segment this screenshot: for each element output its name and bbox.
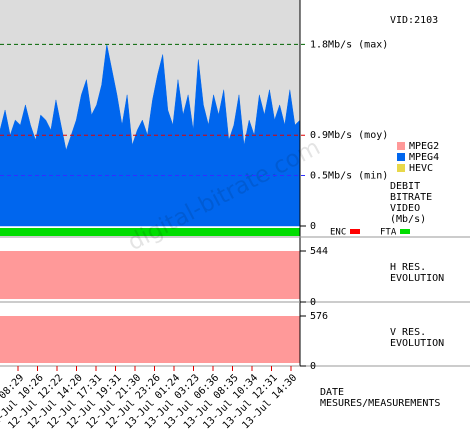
y-tick-label: 544 bbox=[310, 246, 328, 257]
y-tick-label: 576 bbox=[310, 311, 328, 322]
y-tick-label: 0 bbox=[310, 361, 316, 372]
reference-label: 1.8Mb/s (max) bbox=[310, 39, 388, 50]
x-axis-title: DATE bbox=[320, 387, 344, 398]
y-axis-label: VIDEO bbox=[390, 203, 420, 214]
status-label: ENC bbox=[330, 228, 346, 238]
bar bbox=[0, 316, 300, 363]
y-axis-label: DEBIT bbox=[390, 181, 420, 192]
y-axis-label: (Mb/s) bbox=[390, 214, 426, 225]
legend-swatch bbox=[397, 142, 405, 150]
status-swatch bbox=[350, 229, 360, 234]
y-axis-label: V RES. bbox=[390, 327, 426, 338]
y-axis-label: EVOLUTION bbox=[390, 338, 444, 349]
x-axis-title: MESURES/MEASUREMENTS bbox=[320, 398, 440, 409]
status-swatch bbox=[400, 229, 410, 234]
status-label: FTA bbox=[380, 228, 397, 238]
y-axis-label: H RES. bbox=[390, 262, 426, 273]
video-id: VID:2103 bbox=[390, 15, 438, 26]
status-bar bbox=[0, 228, 300, 236]
legend-label: MPEG2 bbox=[409, 141, 439, 152]
legend-label: HEVC bbox=[409, 163, 433, 174]
legend-swatch bbox=[397, 153, 405, 161]
y-axis-label: EVOLUTION bbox=[390, 273, 444, 284]
y-tick-label: 0 bbox=[310, 221, 316, 232]
y-tick-label: 0 bbox=[310, 297, 316, 308]
bar bbox=[0, 251, 300, 299]
legend-label: MPEG4 bbox=[409, 152, 439, 163]
legend-swatch bbox=[397, 164, 405, 172]
reference-label: 0.5Mb/s (min) bbox=[310, 171, 388, 182]
reference-label: 0.9Mb/s (moy) bbox=[310, 130, 388, 141]
y-axis-label: BITRATE bbox=[390, 192, 432, 203]
